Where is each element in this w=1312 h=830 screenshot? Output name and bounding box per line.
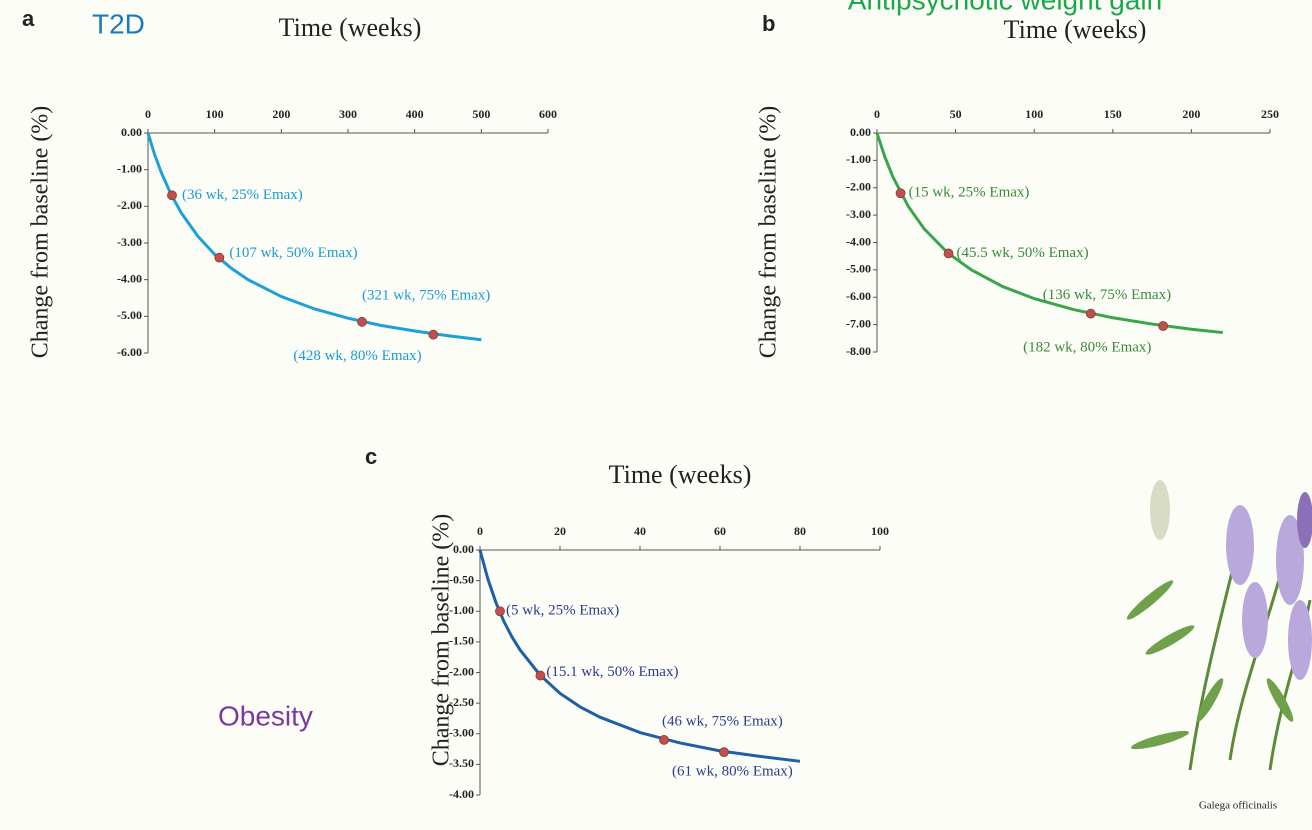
panel-letter: b bbox=[762, 11, 775, 36]
point-annotation: (321 wk, 75% Emax) bbox=[362, 287, 490, 303]
y-tick-label: 0.00 bbox=[453, 542, 474, 556]
emax-point bbox=[535, 670, 546, 681]
y-tick-label: -4.00 bbox=[449, 787, 474, 801]
point-annotation: (182 wk, 80% Emax) bbox=[1023, 339, 1151, 355]
plant-illustration bbox=[1126, 480, 1312, 771]
curve bbox=[478, 549, 801, 763]
y-tick-label: -2.00 bbox=[449, 664, 474, 678]
x-tick-label: 600 bbox=[539, 107, 557, 121]
y-tick-label: -4.00 bbox=[846, 234, 871, 248]
x-tick-label: 200 bbox=[272, 107, 290, 121]
point-annotation: (36 wk, 25% Emax) bbox=[182, 187, 303, 203]
emax-point bbox=[428, 329, 439, 340]
point-annotation: (45.5 wk, 50% Emax) bbox=[957, 245, 1089, 261]
emax-point bbox=[895, 188, 906, 199]
x-tick-label: 500 bbox=[472, 107, 490, 121]
y-tick-label: -0.50 bbox=[449, 572, 474, 586]
emax-point bbox=[495, 606, 505, 617]
emax-point bbox=[1085, 308, 1096, 319]
y-tick-label: -3.00 bbox=[449, 726, 474, 740]
point-annotation: (5 wk, 25% Emax) bbox=[506, 603, 619, 619]
emax-point bbox=[1158, 321, 1169, 331]
x-axis-title: Time (weeks) bbox=[609, 460, 752, 489]
x-tick-label: 250 bbox=[1261, 107, 1279, 121]
curve bbox=[875, 132, 1223, 335]
x-tick-label: 100 bbox=[871, 524, 889, 538]
y-tick-label: -1.50 bbox=[449, 634, 474, 648]
y-tick-label: -1.00 bbox=[449, 603, 474, 617]
point-annotation: (15.1 wk, 50% Emax) bbox=[546, 664, 678, 680]
emax-point bbox=[167, 190, 177, 201]
y-tick-label: -5.00 bbox=[846, 262, 871, 276]
y-tick-label: -3.50 bbox=[449, 756, 474, 770]
illustration-caption: Galega officinalis bbox=[1199, 800, 1277, 812]
emax-point bbox=[357, 316, 367, 327]
y-tick-label: -5.00 bbox=[117, 308, 142, 322]
y-tick-label: -7.00 bbox=[846, 316, 871, 330]
x-tick-label: 150 bbox=[1104, 107, 1122, 121]
emax-point bbox=[719, 747, 729, 758]
y-tick-label: -2.00 bbox=[117, 198, 142, 212]
y-tick-label: -1.00 bbox=[846, 152, 871, 166]
y-tick-label: -1.00 bbox=[117, 161, 142, 175]
x-tick-label: 40 bbox=[634, 524, 646, 538]
point-annotation: (428 wk, 80% Emax) bbox=[293, 348, 421, 364]
x-tick-label: 0 bbox=[874, 107, 880, 121]
x-tick-label: 80 bbox=[794, 524, 806, 538]
x-tick-label: 300 bbox=[339, 107, 357, 121]
point-annotation: (61 wk, 80% Emax) bbox=[672, 764, 793, 780]
x-tick-label: 400 bbox=[406, 107, 424, 121]
panel-letter: c bbox=[365, 444, 377, 469]
x-tick-label: 0 bbox=[145, 107, 151, 121]
x-tick-label: 200 bbox=[1182, 107, 1200, 121]
y-tick-label: -3.00 bbox=[846, 207, 871, 221]
emax-point bbox=[659, 734, 669, 745]
panel-title: T2D bbox=[92, 8, 145, 39]
point-annotation: (15 wk, 25% Emax) bbox=[909, 185, 1030, 201]
point-annotation: (107 wk, 50% Emax) bbox=[229, 245, 357, 261]
panel-title: Obesity bbox=[218, 700, 313, 731]
emax-point bbox=[943, 248, 954, 259]
y-tick-label: 0.00 bbox=[121, 125, 142, 139]
y-tick-label: -2.00 bbox=[846, 180, 871, 194]
y-tick-label: 0.00 bbox=[850, 125, 871, 139]
y-tick-label: -2.50 bbox=[449, 695, 474, 709]
x-tick-label: 0 bbox=[477, 524, 483, 538]
y-tick-label: -6.00 bbox=[846, 289, 871, 303]
panel-title: Antipsychotic weight gain bbox=[848, 0, 1162, 15]
x-axis-title: Time (weeks) bbox=[1004, 15, 1147, 44]
x-axis-title: Time (weeks) bbox=[279, 13, 422, 42]
y-axis-title: Change from baseline (%) bbox=[28, 106, 54, 359]
emax-point bbox=[214, 252, 225, 263]
point-annotation: (46 wk, 75% Emax) bbox=[662, 713, 783, 729]
x-tick-label: 100 bbox=[206, 107, 224, 121]
y-axis-title: Change from baseline (%) bbox=[756, 106, 782, 359]
x-tick-label: 60 bbox=[714, 524, 726, 538]
y-tick-label: -3.00 bbox=[117, 235, 142, 249]
curve bbox=[146, 132, 482, 342]
y-tick-label: -6.00 bbox=[117, 345, 142, 359]
x-tick-label: 100 bbox=[1025, 107, 1043, 121]
y-tick-label: -4.00 bbox=[117, 271, 142, 285]
point-annotation: (136 wk, 75% Emax) bbox=[1043, 287, 1171, 303]
panel-letter: a bbox=[22, 6, 35, 31]
y-axis-title: Change from baseline (%) bbox=[429, 514, 455, 767]
x-tick-label: 20 bbox=[554, 524, 566, 538]
x-tick-label: 50 bbox=[950, 107, 962, 121]
y-tick-label: -8.00 bbox=[846, 344, 871, 358]
